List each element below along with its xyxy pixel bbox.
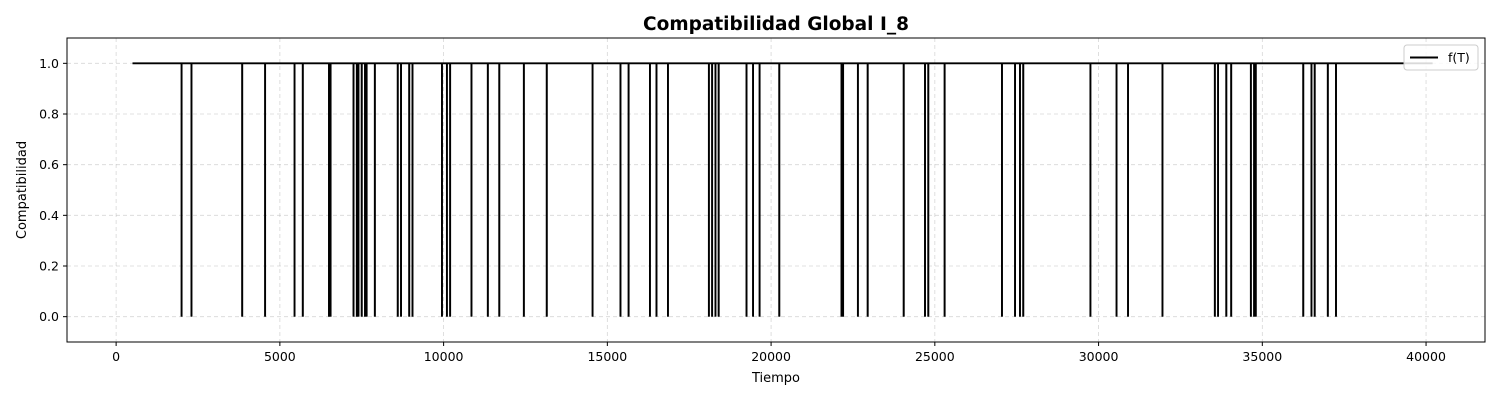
y-axis: 0.0 0.2 0.4 0.6 0.8 1.0 [39, 56, 67, 324]
y-tick-label: 0.6 [39, 157, 59, 172]
plot-frame [66, 37, 1486, 343]
x-tick-label: 40000 [1406, 349, 1446, 364]
chart-title: Compatibilidad Global I_8 [643, 14, 909, 35]
x-tick-label: 35000 [1242, 349, 1282, 364]
x-tick-label: 20000 [751, 349, 791, 364]
series-layer [132, 62, 1433, 317]
x-axis-label: Tiempo [751, 371, 800, 386]
series-line-fT [132, 62, 1433, 317]
x-tick-label: 25000 [915, 349, 955, 364]
y-tick-label: 0.4 [39, 208, 59, 223]
y-tick-label: 0.8 [39, 107, 59, 122]
x-tick-label: 10000 [424, 349, 464, 364]
legend-label: f(T) [1448, 50, 1470, 65]
y-tick-label: 1.0 [39, 56, 59, 71]
x-tick-label: 30000 [1079, 349, 1119, 364]
x-tick-label: 5000 [264, 349, 296, 364]
x-tick-label: 0 [112, 349, 120, 364]
y-tick-label: 0.2 [39, 259, 59, 274]
legend: f(T) [1403, 44, 1479, 71]
legend-box [1403, 44, 1479, 71]
y-axis-label: Compatibilidad [15, 141, 30, 239]
grid [67, 38, 1485, 342]
y-tick-label: 0.0 [39, 309, 59, 324]
x-tick-label: 15000 [587, 349, 627, 364]
x-axis: 0 5000 10000 15000 20000 25000 30000 35000 40000 [112, 342, 1446, 364]
